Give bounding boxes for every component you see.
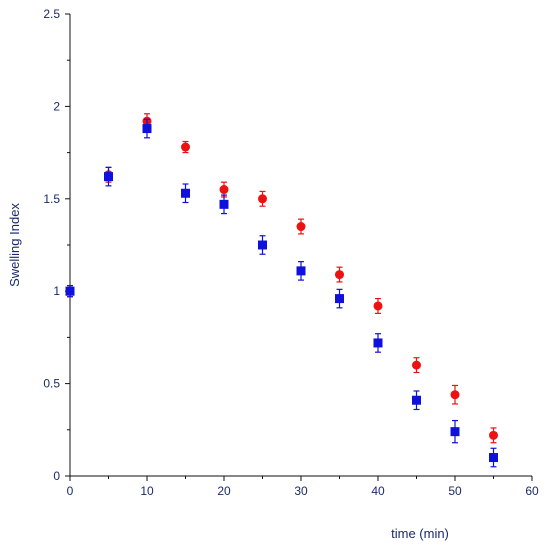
data-point-square	[65, 286, 75, 296]
data-point-square	[258, 240, 267, 250]
y-tick-label: 2.5	[43, 7, 60, 21]
x-tick-label: 10	[140, 484, 154, 498]
y-tick-label: 0.5	[43, 377, 60, 391]
data-point-square	[296, 266, 306, 276]
x-tick-label: 20	[217, 484, 231, 498]
data-point-square	[335, 294, 344, 304]
data-point-circle	[296, 222, 306, 232]
data-point-circle	[335, 270, 344, 280]
x-axis-title: time (min)	[391, 526, 449, 541]
data-point-circle	[373, 301, 383, 311]
x-tick-label: 40	[371, 484, 385, 498]
data-point-square	[412, 395, 421, 405]
x-tick-label: 30	[294, 484, 308, 498]
data-point-circle	[258, 194, 267, 204]
y-tick-label: 0	[53, 469, 60, 483]
data-point-square	[373, 338, 383, 348]
series-circle	[65, 113, 498, 444]
data-point-square	[219, 199, 229, 209]
data-point-square	[104, 172, 113, 182]
y-tick-label: 2	[53, 99, 60, 113]
x-tick-label: 0	[67, 484, 74, 498]
y-tick-label: 1	[53, 284, 60, 298]
tick-labels: 0 10 20 30 40 50 60 0 0.5 1 1.5 2 2.5	[43, 7, 539, 498]
data-point-square	[142, 124, 152, 134]
data-points	[65, 113, 498, 468]
axes	[69, 14, 532, 477]
data-point-circle	[412, 360, 421, 370]
series-square	[65, 118, 498, 468]
data-point-square	[181, 188, 190, 198]
data-point-square	[489, 453, 498, 463]
data-point-square	[450, 427, 460, 437]
data-point-circle	[219, 185, 229, 195]
x-tick-label: 60	[525, 484, 539, 498]
y-axis-title: Swelling Index	[7, 203, 22, 287]
x-tick-label: 50	[448, 484, 462, 498]
data-point-circle	[489, 430, 498, 440]
tick-marks	[65, 13, 533, 481]
y-tick-label: 1.5	[43, 192, 60, 206]
data-point-circle	[450, 390, 460, 400]
data-point-circle	[181, 142, 190, 152]
